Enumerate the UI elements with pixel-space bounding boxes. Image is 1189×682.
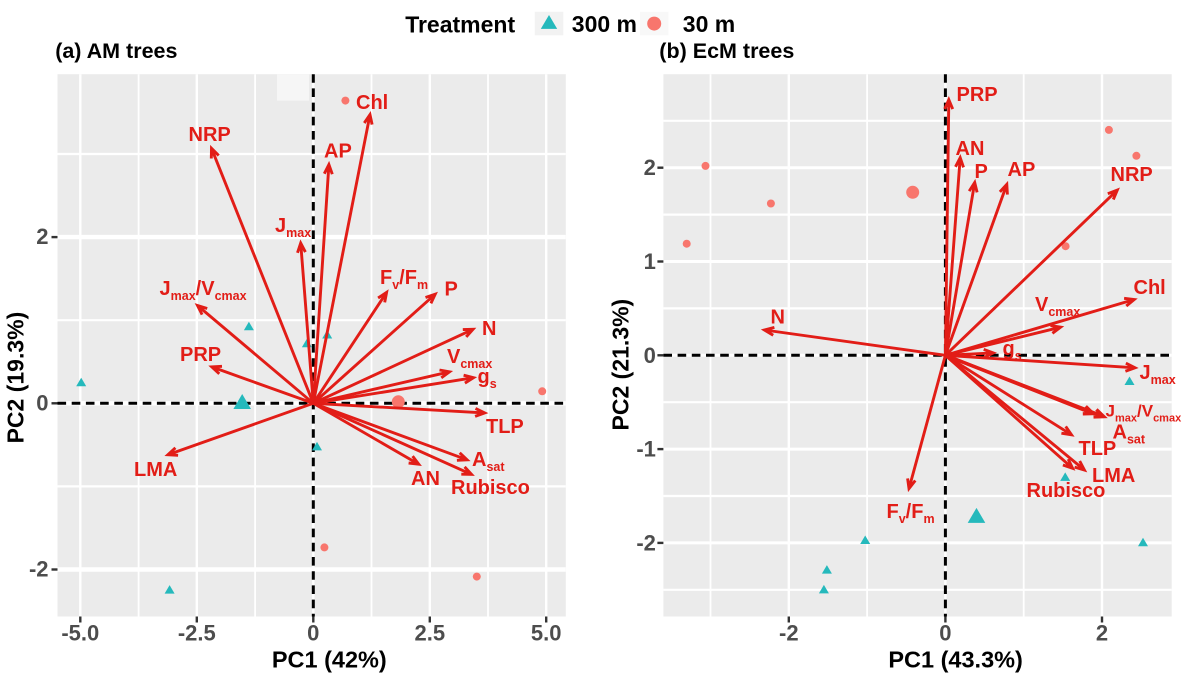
svg-text:30 m: 30 m xyxy=(683,11,735,37)
svg-text:gs: gs xyxy=(478,366,497,391)
svg-text:P: P xyxy=(975,161,988,183)
svg-text:(b) EcM trees: (b) EcM trees xyxy=(659,39,794,63)
svg-text:Asat: Asat xyxy=(1113,422,1146,447)
svg-text:Fv/Fm: Fv/Fm xyxy=(380,267,428,292)
svg-text:AP: AP xyxy=(1008,159,1036,181)
svg-text:Treatment: Treatment xyxy=(405,11,515,37)
svg-text:gs: gs xyxy=(1003,338,1022,363)
svg-text:0: 0 xyxy=(939,621,951,646)
svg-text:LMA: LMA xyxy=(134,459,177,481)
svg-text:2: 2 xyxy=(644,155,656,180)
svg-text:1: 1 xyxy=(644,249,656,274)
svg-text:AP: AP xyxy=(324,141,352,163)
svg-text:TLP: TLP xyxy=(486,416,524,438)
svg-text:PC2 (21.3%): PC2 (21.3%) xyxy=(607,299,633,431)
svg-text:NRP: NRP xyxy=(1111,164,1153,186)
svg-text:-1: -1 xyxy=(636,437,656,462)
svg-text:2.5: 2.5 xyxy=(415,621,446,646)
svg-text:-2.5: -2.5 xyxy=(178,621,216,646)
svg-text:-2: -2 xyxy=(636,530,656,555)
svg-text:0: 0 xyxy=(307,621,319,646)
svg-text:Jmax: Jmax xyxy=(275,215,311,240)
svg-text:Vcmax: Vcmax xyxy=(447,346,492,371)
svg-text:300 m: 300 m xyxy=(572,11,637,37)
svg-text:PC2 (19.3%): PC2 (19.3%) xyxy=(3,312,29,444)
svg-text:5.0: 5.0 xyxy=(531,621,562,646)
svg-text:Vcmax: Vcmax xyxy=(1035,294,1080,319)
svg-text:Jmax/Vcmax: Jmax/Vcmax xyxy=(160,278,247,303)
svg-text:PC1 (42%): PC1 (42%) xyxy=(272,647,387,673)
svg-text:P: P xyxy=(445,279,458,301)
svg-text:Jmax: Jmax xyxy=(1140,362,1176,387)
svg-text:2: 2 xyxy=(36,224,48,249)
svg-text:-5.0: -5.0 xyxy=(61,621,99,646)
svg-text:PRP: PRP xyxy=(957,84,998,106)
svg-text:Asat: Asat xyxy=(472,449,505,474)
svg-text:Rubisco: Rubisco xyxy=(1027,480,1106,502)
svg-text:-2: -2 xyxy=(779,621,799,646)
svg-text:N: N xyxy=(771,307,785,329)
svg-text:Chl: Chl xyxy=(356,92,388,114)
svg-text:PC1 (43.3%): PC1 (43.3%) xyxy=(888,647,1023,673)
svg-text:LMA: LMA xyxy=(1092,465,1135,487)
svg-text:Rubisco: Rubisco xyxy=(451,477,530,499)
svg-text:(a) AM trees: (a) AM trees xyxy=(55,39,177,63)
svg-text:N: N xyxy=(482,318,496,340)
svg-text:0: 0 xyxy=(36,390,48,415)
svg-text:Fv/Fm: Fv/Fm xyxy=(887,501,935,526)
svg-text:NRP: NRP xyxy=(189,124,231,146)
svg-text:Jmax/Vcmax: Jmax/Vcmax xyxy=(1106,402,1183,425)
svg-text:Chl: Chl xyxy=(1134,277,1166,299)
svg-text:TLP: TLP xyxy=(1079,438,1117,460)
svg-text:AN: AN xyxy=(956,138,985,160)
svg-text:0: 0 xyxy=(644,343,656,368)
svg-text:2: 2 xyxy=(1096,621,1108,646)
svg-text:AN: AN xyxy=(411,468,440,490)
svg-text:PRP: PRP xyxy=(180,344,221,366)
svg-text:-2: -2 xyxy=(29,557,49,582)
